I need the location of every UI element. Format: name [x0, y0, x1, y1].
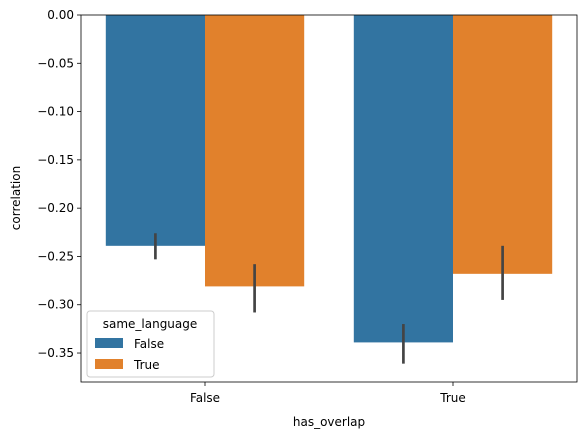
y-tick-label: −0.15	[37, 153, 74, 167]
legend-label-true: True	[133, 358, 160, 372]
y-axis: 0.00 −0.05 −0.10 −0.15 −0.20 −0.25 −0.30 −0.35	[37, 8, 81, 360]
x-axis: False True	[190, 382, 466, 405]
bars-group	[105, 15, 553, 343]
legend-swatch-true	[95, 359, 123, 369]
y-tick-label: −0.20	[37, 201, 74, 215]
x-axis-label: has_overlap	[293, 415, 365, 429]
plot-frame	[80, 14, 578, 383]
bar-true-false	[353, 15, 453, 343]
y-axis-label: correlation	[9, 166, 23, 230]
y-tick-label: −0.35	[37, 346, 74, 360]
bar-true-true	[453, 15, 553, 274]
y-tick-label: −0.05	[37, 56, 74, 70]
y-tick-label: −0.10	[37, 105, 74, 119]
x-tick-label-true: True	[439, 391, 466, 405]
y-tick-label: −0.30	[37, 298, 74, 312]
y-tick-label: −0.25	[37, 249, 74, 263]
error-bars-group	[154, 233, 504, 364]
y-tick-label: 0.00	[47, 8, 74, 22]
bar-false-false	[105, 15, 205, 246]
legend-swatch-false	[95, 338, 123, 348]
legend-label-false: False	[134, 337, 164, 351]
legend: same_language False True	[86, 310, 215, 378]
x-tick-label-false: False	[190, 391, 220, 405]
bar-false-true	[205, 15, 305, 287]
legend-title: same_language	[103, 317, 198, 331]
